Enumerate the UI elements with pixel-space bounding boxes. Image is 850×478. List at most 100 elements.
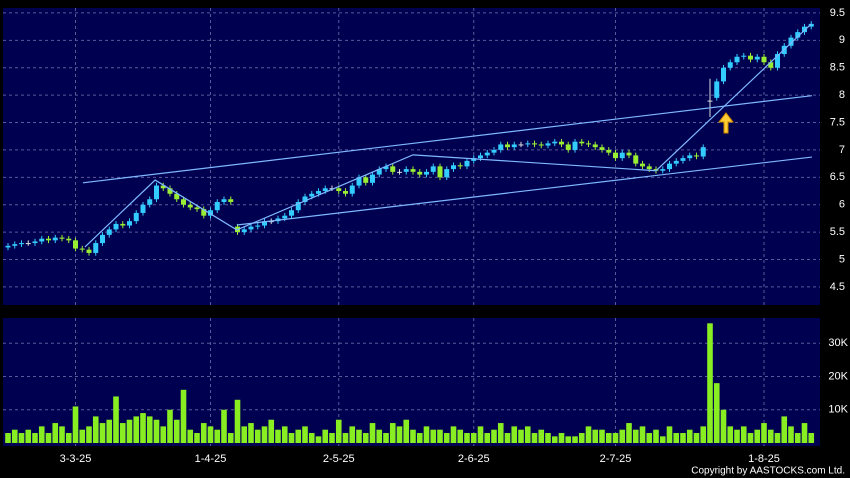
volume-bar (126, 419, 133, 443)
volume-bar (680, 433, 686, 443)
candle-body (228, 199, 234, 202)
volume-bar (106, 419, 113, 443)
volume-bar (430, 429, 437, 443)
candle-body (295, 201, 301, 211)
candle-body (66, 238, 72, 241)
volume-bar (734, 429, 740, 443)
candle-body (680, 158, 686, 161)
candle-body (5, 245, 11, 248)
candle-body (714, 81, 720, 98)
candle-body (538, 144, 544, 146)
y-tick-label: 7 (839, 144, 845, 156)
candle-body (552, 141, 558, 144)
candle-body (39, 238, 45, 242)
candle-body (167, 188, 173, 194)
candle-body (437, 166, 443, 178)
candle-body (660, 169, 666, 171)
volume-bar (646, 433, 653, 443)
candle-body (498, 144, 504, 150)
volume-bar (740, 426, 747, 443)
volume-bar (25, 429, 32, 443)
candle-body (403, 169, 409, 172)
volume-bar (268, 419, 275, 443)
volume-bar (619, 429, 626, 443)
credit: Copyright by AASTOCKS.com Ltd. (691, 466, 845, 477)
y-tick-label: 20K (828, 370, 848, 382)
volume-bar (558, 433, 565, 443)
candle-body (343, 191, 348, 194)
candle-body (457, 165, 463, 167)
volume-bar (180, 389, 187, 443)
volume-bar (781, 416, 788, 443)
volume-bar (410, 429, 416, 443)
y-tick-label: 9 (839, 34, 845, 46)
volume-bar (261, 426, 268, 443)
candle-body (748, 55, 753, 60)
volume-bar (524, 426, 531, 443)
trendline (82, 95, 812, 184)
volume-bar (754, 429, 761, 443)
volume-bar (538, 429, 545, 443)
candle-body (626, 152, 632, 156)
y-tick-label: 6 (839, 199, 845, 211)
volume-bar (592, 429, 599, 443)
candle-body (390, 166, 396, 172)
volume-bar (504, 433, 511, 443)
candle-body (268, 221, 274, 223)
candle-body (761, 56, 767, 63)
volume-bar (457, 429, 464, 443)
candle-body (673, 160, 679, 164)
volume-bar (713, 383, 720, 443)
candle-body (592, 144, 598, 148)
candle-body (721, 67, 726, 82)
volume-bar (437, 429, 443, 443)
candle-body (802, 26, 807, 33)
volume-bar (214, 429, 221, 443)
candle-body (19, 243, 24, 245)
candle-body (363, 177, 369, 183)
volume-bar (72, 406, 79, 443)
volume-bar (322, 429, 329, 443)
volume-bar (362, 433, 369, 443)
volume-bar (38, 426, 45, 443)
candle-body (201, 209, 207, 216)
volume-bar (86, 426, 92, 443)
volume-bar (572, 436, 578, 443)
volume-bar (241, 426, 248, 443)
volume-bar (119, 423, 126, 443)
candle-body (12, 244, 18, 246)
volume-bar (639, 426, 646, 443)
price-panel (3, 8, 820, 305)
candle-body (444, 169, 450, 178)
candle-body (52, 237, 58, 241)
volume-bar (450, 426, 457, 443)
candle-body (633, 155, 639, 164)
volume-bar (599, 429, 605, 443)
candle-body (336, 188, 342, 192)
x-tick-label: 2-6-25 (458, 453, 490, 465)
candle-body (768, 62, 774, 68)
candle-body (464, 160, 470, 167)
volume-bar (626, 423, 632, 443)
volume-bar (551, 436, 558, 443)
volume-bar (160, 426, 167, 443)
candle-body (451, 165, 456, 170)
candle-body (86, 249, 92, 253)
y-tick-label: 7.5 (830, 116, 845, 128)
candle-body (606, 149, 612, 153)
candle-body (640, 163, 645, 167)
x-tick-label: 2-5-25 (323, 453, 355, 465)
volume-bar (99, 423, 106, 443)
candle-body (241, 229, 247, 233)
trendline (84, 23, 812, 248)
candle-body (106, 229, 112, 235)
candle-body (430, 166, 436, 172)
candle-body (113, 223, 119, 230)
y-tick-label: 4.5 (830, 281, 845, 293)
volume-bar (545, 433, 551, 443)
volume-bar (65, 433, 72, 443)
candle-body (410, 169, 416, 172)
volume-bar (693, 433, 700, 443)
y-tick-label: 8 (839, 89, 845, 101)
